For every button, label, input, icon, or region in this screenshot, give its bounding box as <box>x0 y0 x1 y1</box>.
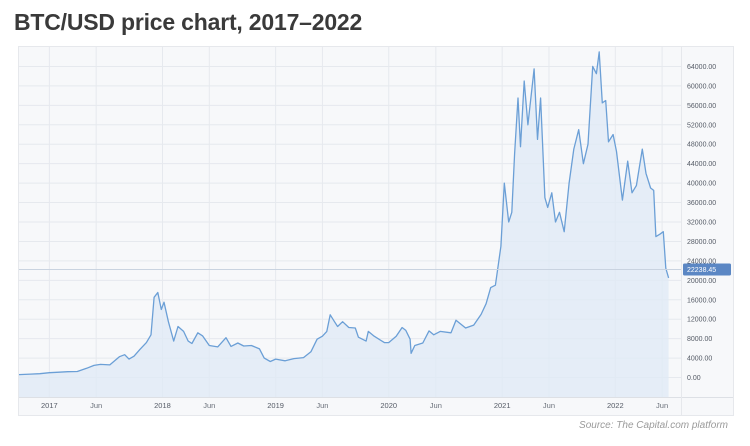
y-tick-label: 0.00 <box>687 375 701 382</box>
chart-title: BTC/USD price chart, 2017–2022 <box>14 9 363 35</box>
y-tick-label: 48000.00 <box>687 142 716 149</box>
y-tick-label: 4000.00 <box>687 356 712 363</box>
source-note: Source: The Capital.com platform <box>579 420 728 431</box>
x-tick-label: 2020 <box>380 401 397 410</box>
x-tick-label: Jun <box>203 401 215 410</box>
x-tick-label: 2022 <box>607 401 624 410</box>
y-tick-label: 64000.00 <box>687 64 716 71</box>
x-tick-label: 2017 <box>41 401 58 410</box>
y-tick-label: 24000.00 <box>687 258 716 265</box>
x-tick-label: Jun <box>430 401 442 410</box>
btc-usd-price-chart: 0.00 4000.00 8000.00 12000.00 16000.00 20000.… <box>19 47 733 415</box>
y-tick-label: 36000.00 <box>687 200 716 207</box>
x-tick-label: Jun <box>316 401 328 410</box>
x-tick-label: 2019 <box>267 401 284 410</box>
y-tick-label: 52000.00 <box>687 122 716 129</box>
x-tick-label: Jun <box>656 401 668 410</box>
y-tick-label: 44000.00 <box>687 161 716 168</box>
y-tick-label: 28000.00 <box>687 239 716 246</box>
y-tick-label: 8000.00 <box>687 336 712 343</box>
price-line <box>19 51 670 376</box>
x-tick-label: Jun <box>90 401 102 410</box>
y-tick-label: 60000.00 <box>687 83 716 90</box>
price-area <box>19 51 669 398</box>
x-tick-label: Jun <box>543 401 555 410</box>
current-price-badge <box>683 263 731 276</box>
y-tick-label: 40000.00 <box>687 181 716 188</box>
y-tick-label: 12000.00 <box>687 317 716 324</box>
y-tick-label: 56000.00 <box>687 103 716 110</box>
current-price-label: 22238.45 <box>687 267 716 274</box>
y-tick-label: 16000.00 <box>687 297 716 304</box>
x-tick-label: 2018 <box>154 401 171 410</box>
x-tick-label: 2021 <box>494 401 511 410</box>
y-tick-label: 20000.00 <box>687 278 716 285</box>
chart-area: 0.00 4000.00 8000.00 12000.00 16000.00 20000.… <box>18 46 734 416</box>
y-tick-label: 32000.00 <box>687 220 716 227</box>
